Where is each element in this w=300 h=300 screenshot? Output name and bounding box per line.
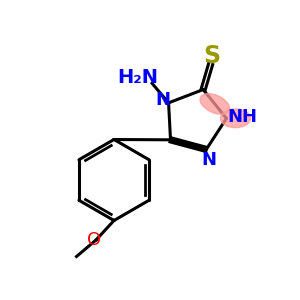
- Ellipse shape: [220, 109, 250, 128]
- Ellipse shape: [200, 94, 230, 114]
- Text: S: S: [204, 44, 221, 68]
- Text: H₂N: H₂N: [117, 68, 158, 87]
- Text: N: N: [202, 151, 217, 169]
- Text: O: O: [87, 231, 102, 249]
- Text: N: N: [156, 91, 171, 109]
- Text: NH: NH: [227, 108, 257, 126]
